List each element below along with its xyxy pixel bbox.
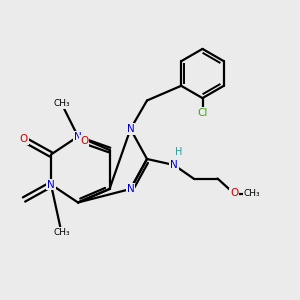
Text: CH₃: CH₃ bbox=[244, 189, 260, 198]
Text: O: O bbox=[20, 134, 28, 145]
Text: N: N bbox=[127, 184, 134, 194]
Text: H: H bbox=[175, 147, 182, 158]
Text: N: N bbox=[47, 179, 55, 190]
Text: N: N bbox=[170, 160, 178, 170]
Text: O: O bbox=[80, 136, 88, 146]
Text: CH₃: CH₃ bbox=[53, 99, 70, 108]
Text: N: N bbox=[74, 131, 82, 142]
Text: N: N bbox=[127, 124, 134, 134]
Text: O: O bbox=[230, 188, 238, 199]
Text: CH₃: CH₃ bbox=[53, 228, 70, 237]
Text: Cl: Cl bbox=[197, 108, 208, 118]
